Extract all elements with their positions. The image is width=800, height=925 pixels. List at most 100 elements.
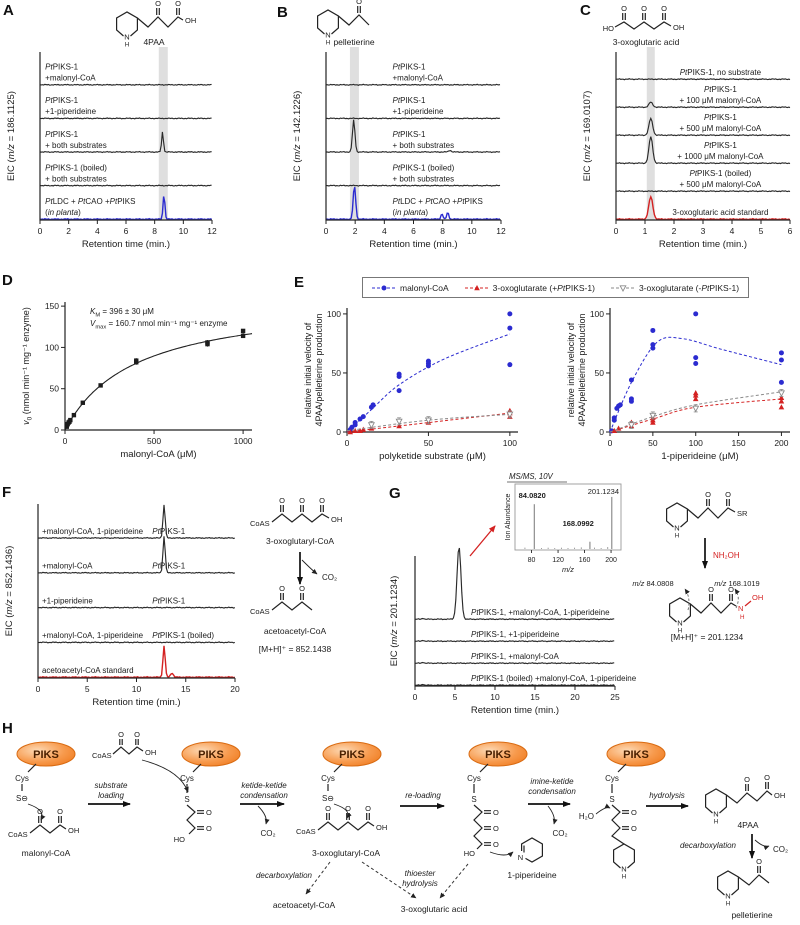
tspan-shape: polyketide substrate (μM) [379,451,486,462]
tick-label: 3 [701,226,706,236]
path-shape [479,763,489,773]
tspan-shape: PIKS-1 (boiled) [400,163,455,172]
path-shape [622,826,629,830]
trace-line [39,131,212,154]
tick-label: 6 [788,226,793,236]
y-axis-label: EIC (m/z = 852.1436) [4,546,15,637]
trace-line [414,639,615,643]
tick-label: 0 [614,226,619,236]
trace-line [37,606,236,609]
path-shape [726,790,773,804]
trace-label: PtPIKS-1 (boiled) [45,163,107,172]
highlight-band [349,47,359,220]
path-shape [58,816,62,823]
y-axis-label: 4PAA/pelletierine production [314,314,324,427]
path-shape [709,594,713,601]
use-shape [716,870,740,909]
data-point [80,400,86,405]
tspan-shape: PIKS-1 [53,63,79,72]
fit-curve [64,333,253,431]
path-shape [484,842,491,846]
tspan-shape: 5 [85,684,90,694]
path-shape [192,763,202,773]
path-shape [156,8,160,15]
trace-label: + 100 μM malonyl-CoA [680,96,762,105]
data-point [778,357,784,363]
data-point [778,394,785,400]
text-shape: Cys [180,774,194,783]
data-point [650,327,656,333]
tspan-shape: Retention time (min.) [92,697,180,708]
tick-label: 50 [332,368,342,378]
tspan-shape: + both substrates [45,141,107,150]
tspan-shape: 10 [467,226,477,236]
text-shape: hydrolysis [649,791,685,800]
data-point [611,427,618,434]
data-point [650,345,656,351]
data-point [98,383,103,388]
text-shape: O [493,840,499,849]
panel-label-g: G [389,485,401,502]
tick-label: 0 [345,438,350,448]
trace-label: +1-piperideine [45,107,96,116]
co2-label: CO₂ [322,573,337,582]
text-shape: hydrolysis [402,879,438,888]
inset-y-label: Ion Abundance [505,494,512,541]
tspan-shape: PIKS-1 [53,96,79,105]
series-curve [609,398,782,433]
text-shape: O [356,0,362,6]
tspan-shape: = 186.1125) [6,91,17,144]
tspan-shape: 0 [38,226,43,236]
text-shape: OH [68,826,79,835]
path-shape [176,8,180,15]
mh-label-f: [M+H]⁺ = 852.1438 [259,644,332,654]
structure-malonyl-coa-incoming: CoAS O O OH [92,730,189,793]
tspan-shape: 84.0808 [647,579,674,588]
tspan-shape: 4PAA/pelletierine production [577,314,587,427]
tick-label: 50 [50,384,60,394]
path-shape [357,6,361,13]
tspan-shape: 10 [490,692,500,702]
highlight-band [646,47,655,220]
tspan-shape: +malonyl-CoA, 1-piperideine [42,631,144,640]
structure-pelletierine-h: O pelletierine [716,857,773,920]
path-shape [622,13,626,20]
text-shape: O [631,808,637,817]
tspan-shape: 0 [345,438,350,448]
text-shape: O [57,807,63,816]
trace-label: PtPIKS-1 [393,63,426,72]
tspan-shape: 150 [45,301,59,311]
mh-label-g: [M+H]⁺ = 201.1234 [671,632,744,642]
path-shape [29,824,67,834]
y-axis-label: 4PAA/pelletierine production [577,314,587,427]
inset-pointer-arrow [469,525,496,557]
tspan-shape: in planta [395,208,426,217]
tick-label: 200 [774,438,788,448]
tspan-shape: Pt [45,197,53,206]
text-shape: ketide-ketide [241,781,287,790]
legend-label: 3-oxoglutarate (-PtPIKS-1) [638,282,740,293]
trace-label: PtPIKS-1 [704,141,737,150]
text-shape: O [728,585,734,594]
path-shape [765,782,769,789]
data-point [507,325,513,331]
text-shape: HO [464,849,475,858]
tspan-shape: m/z [714,579,726,588]
tspan-shape: 50 [595,368,605,378]
text-shape: O [345,804,351,813]
tspan-shape: 2 [672,226,677,236]
tspan-shape: CAO + [433,197,458,206]
data-point [778,350,784,356]
decarboxylation-arrow: CO₂ [297,552,337,585]
trace-line [39,83,212,86]
tspan-shape: ( [45,208,48,217]
tspan-shape: 1-piperideine (μM) [661,451,738,462]
trace-line [615,78,791,81]
data-point [692,395,699,402]
structure-3-oxoglutaryl-coa-h: CoAS O O O OH 3-oxoglutaryl-CoA [296,804,387,858]
tick-label: 160 [579,557,591,564]
tspan-shape: +1-piperideine [393,107,444,116]
trace-label: +malonyl-CoA [45,74,96,83]
tspan-shape: m/z [632,579,644,588]
tspan-shape: 0 [608,438,613,448]
